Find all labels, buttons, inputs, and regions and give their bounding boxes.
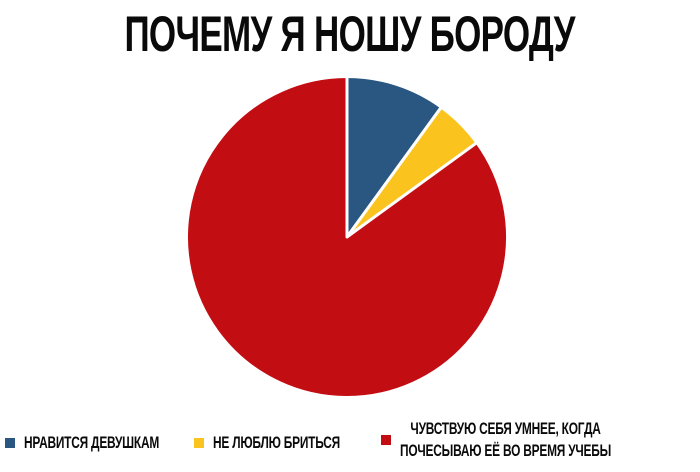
legend-label-feel-smarter-line2: ПОЧЕСЫВАЮ ЕЁ ВО ВРЕМЯ УЧЕБЫ bbox=[400, 441, 612, 460]
legend-item-hate-shaving: НЕ ЛЮБЛЮ БРИТЬСЯ bbox=[194, 429, 394, 457]
legend-swatch-red bbox=[381, 435, 391, 445]
pie-chart bbox=[185, 75, 509, 399]
legend-label-feel-smarter-line1: ЧУВСТВУЮ СЕБЯ УМНЕЕ, КОГДА bbox=[410, 419, 601, 438]
legend-label-feel-smarter: ЧУВСТВУЮ СЕБЯ УМНЕЕ, КОГДА ПОЧЕСЫВАЮ ЕЁ … bbox=[400, 418, 611, 462]
pie-slice-0 bbox=[345, 75, 443, 239]
legend-swatch-blue bbox=[5, 438, 15, 448]
legend-item-feel-smarter: ЧУВСТВУЮ СЕБЯ УМНЕЕ, КОГДА ПОЧЕСЫВАЮ ЕЁ … bbox=[381, 412, 700, 468]
legend-item-likes-girls: НРАВИТСЯ ДЕВУШКАМ bbox=[5, 429, 217, 457]
pie-slice-2 bbox=[185, 75, 509, 399]
legend-swatch-yellow bbox=[194, 438, 204, 448]
legend-label-hate-shaving: НЕ ЛЮБЛЮ БРИТЬСЯ bbox=[213, 433, 341, 452]
legend-label-likes-girls: НРАВИТСЯ ДЕВУШКАМ bbox=[24, 433, 160, 452]
page-title-text: ПОЧЕМУ Я НОШУ БОРОДУ bbox=[124, 6, 576, 62]
page-title: ПОЧЕМУ Я НОШУ БОРОДУ bbox=[0, 4, 700, 64]
